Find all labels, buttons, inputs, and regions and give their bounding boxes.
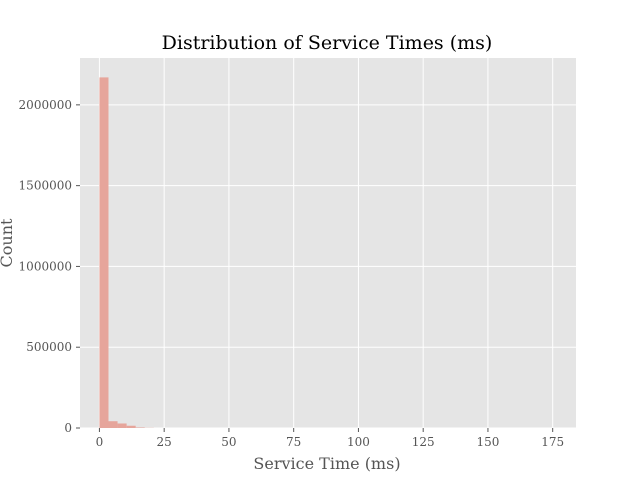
histogram-bar	[117, 423, 127, 428]
y-tick-label: 500000	[26, 340, 72, 354]
x-axis-label: Service Time (ms)	[253, 454, 400, 473]
y-axis-ticks: 0 500000 1000000 1500000 2000000	[19, 98, 80, 435]
grid-lines	[80, 58, 576, 429]
x-tick-label: 100	[347, 435, 370, 449]
y-tick-label: 2000000	[19, 98, 72, 112]
y-tick-label: 0	[64, 421, 72, 435]
x-tick-label: 175	[541, 435, 564, 449]
x-tick-label: 150	[476, 435, 499, 449]
histogram-bars	[99, 77, 154, 429]
y-tick-label: 1000000	[19, 259, 72, 273]
x-tick-label: 75	[286, 435, 301, 449]
x-tick-label: 50	[221, 435, 236, 449]
x-axis-ticks: 0 25 50 75 100 125 150 175	[96, 428, 564, 449]
x-tick-label: 125	[412, 435, 435, 449]
histogram-bar	[126, 425, 136, 428]
plot-area	[80, 58, 576, 428]
x-tick-label: 25	[157, 435, 172, 449]
y-tick-label: 1500000	[19, 179, 72, 193]
x-tick-label: 0	[96, 435, 104, 449]
chart-title: Distribution of Service Times (ms)	[162, 32, 493, 54]
histogram-bar	[99, 77, 109, 429]
y-axis-label: Count	[0, 218, 16, 267]
histogram-bar	[108, 421, 118, 428]
